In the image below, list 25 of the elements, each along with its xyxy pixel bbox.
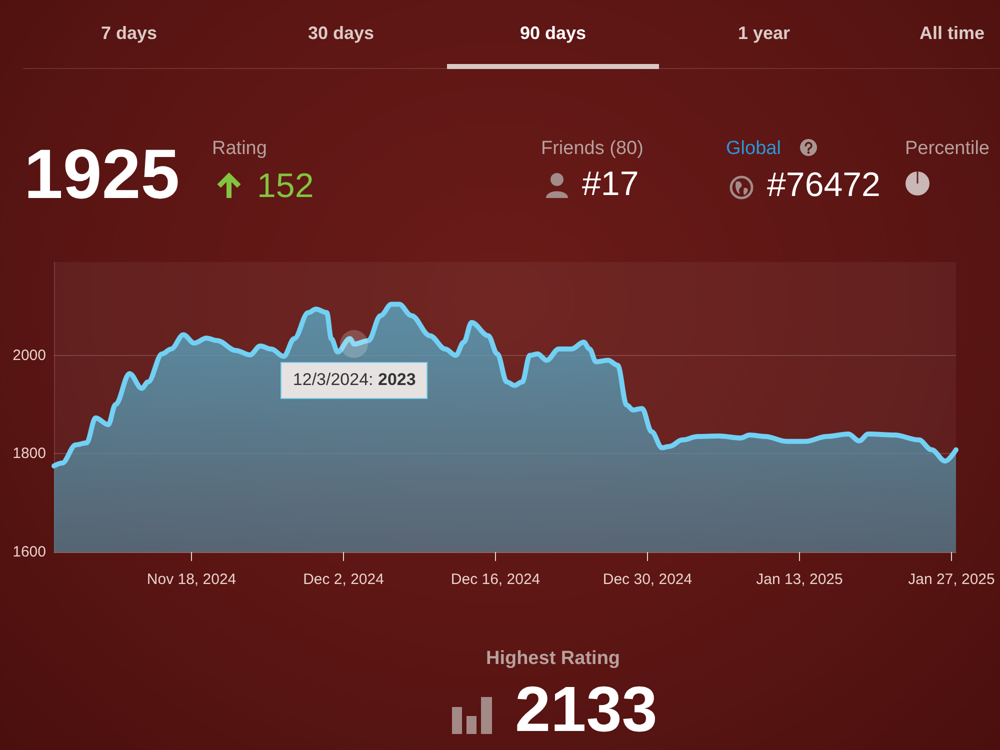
annotation: 12/3/2024: 2023 — [280, 362, 428, 399]
x-tick-label: Dec 30, 2024 — [602, 571, 692, 588]
x-tick-label: Jan 13, 2025 — [756, 571, 843, 588]
x-tick-label: Dec 16, 2024 — [450, 571, 540, 588]
text: 30 days — [308, 23, 374, 43]
text: Percentile — [905, 138, 990, 159]
y-tick-label: 2000 — [12, 346, 46, 364]
y-tick-label: 1600 — [12, 544, 46, 560]
text: All time — [919, 23, 985, 43]
text: Highest Rating — [486, 648, 620, 669]
text: 2133 — [515, 673, 658, 745]
text: Friends (80) — [541, 138, 644, 159]
text: #17 — [582, 165, 639, 203]
x-tick-label: Dec 2, 2024 — [303, 571, 384, 588]
text: Rating — [212, 138, 267, 159]
text: 1 year — [738, 23, 790, 43]
text: #76472 — [767, 166, 880, 204]
x-tick-label: Jan 27, 2025 — [908, 571, 995, 588]
text: Global — [726, 138, 781, 159]
text: 1925 — [24, 135, 180, 213]
text: 152 — [257, 167, 314, 205]
x-tick-label: Nov 18, 2024 — [146, 571, 236, 588]
y-tick-label: 1800 — [12, 445, 46, 462]
text: 7 days — [100, 23, 158, 43]
text: 90 days — [520, 23, 586, 43]
